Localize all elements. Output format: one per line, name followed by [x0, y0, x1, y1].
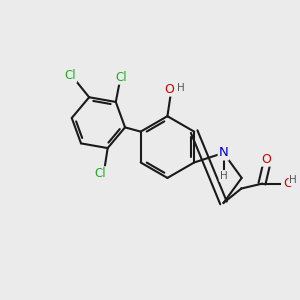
- Text: O: O: [261, 153, 271, 166]
- Text: H: H: [290, 175, 297, 185]
- Text: Cl: Cl: [94, 167, 106, 180]
- Text: Cl: Cl: [64, 69, 76, 82]
- Text: N: N: [219, 146, 228, 160]
- Text: H: H: [220, 171, 227, 181]
- Text: H: H: [177, 83, 185, 93]
- Text: Cl: Cl: [115, 71, 127, 84]
- Text: O: O: [164, 82, 174, 96]
- Text: O: O: [284, 177, 293, 190]
